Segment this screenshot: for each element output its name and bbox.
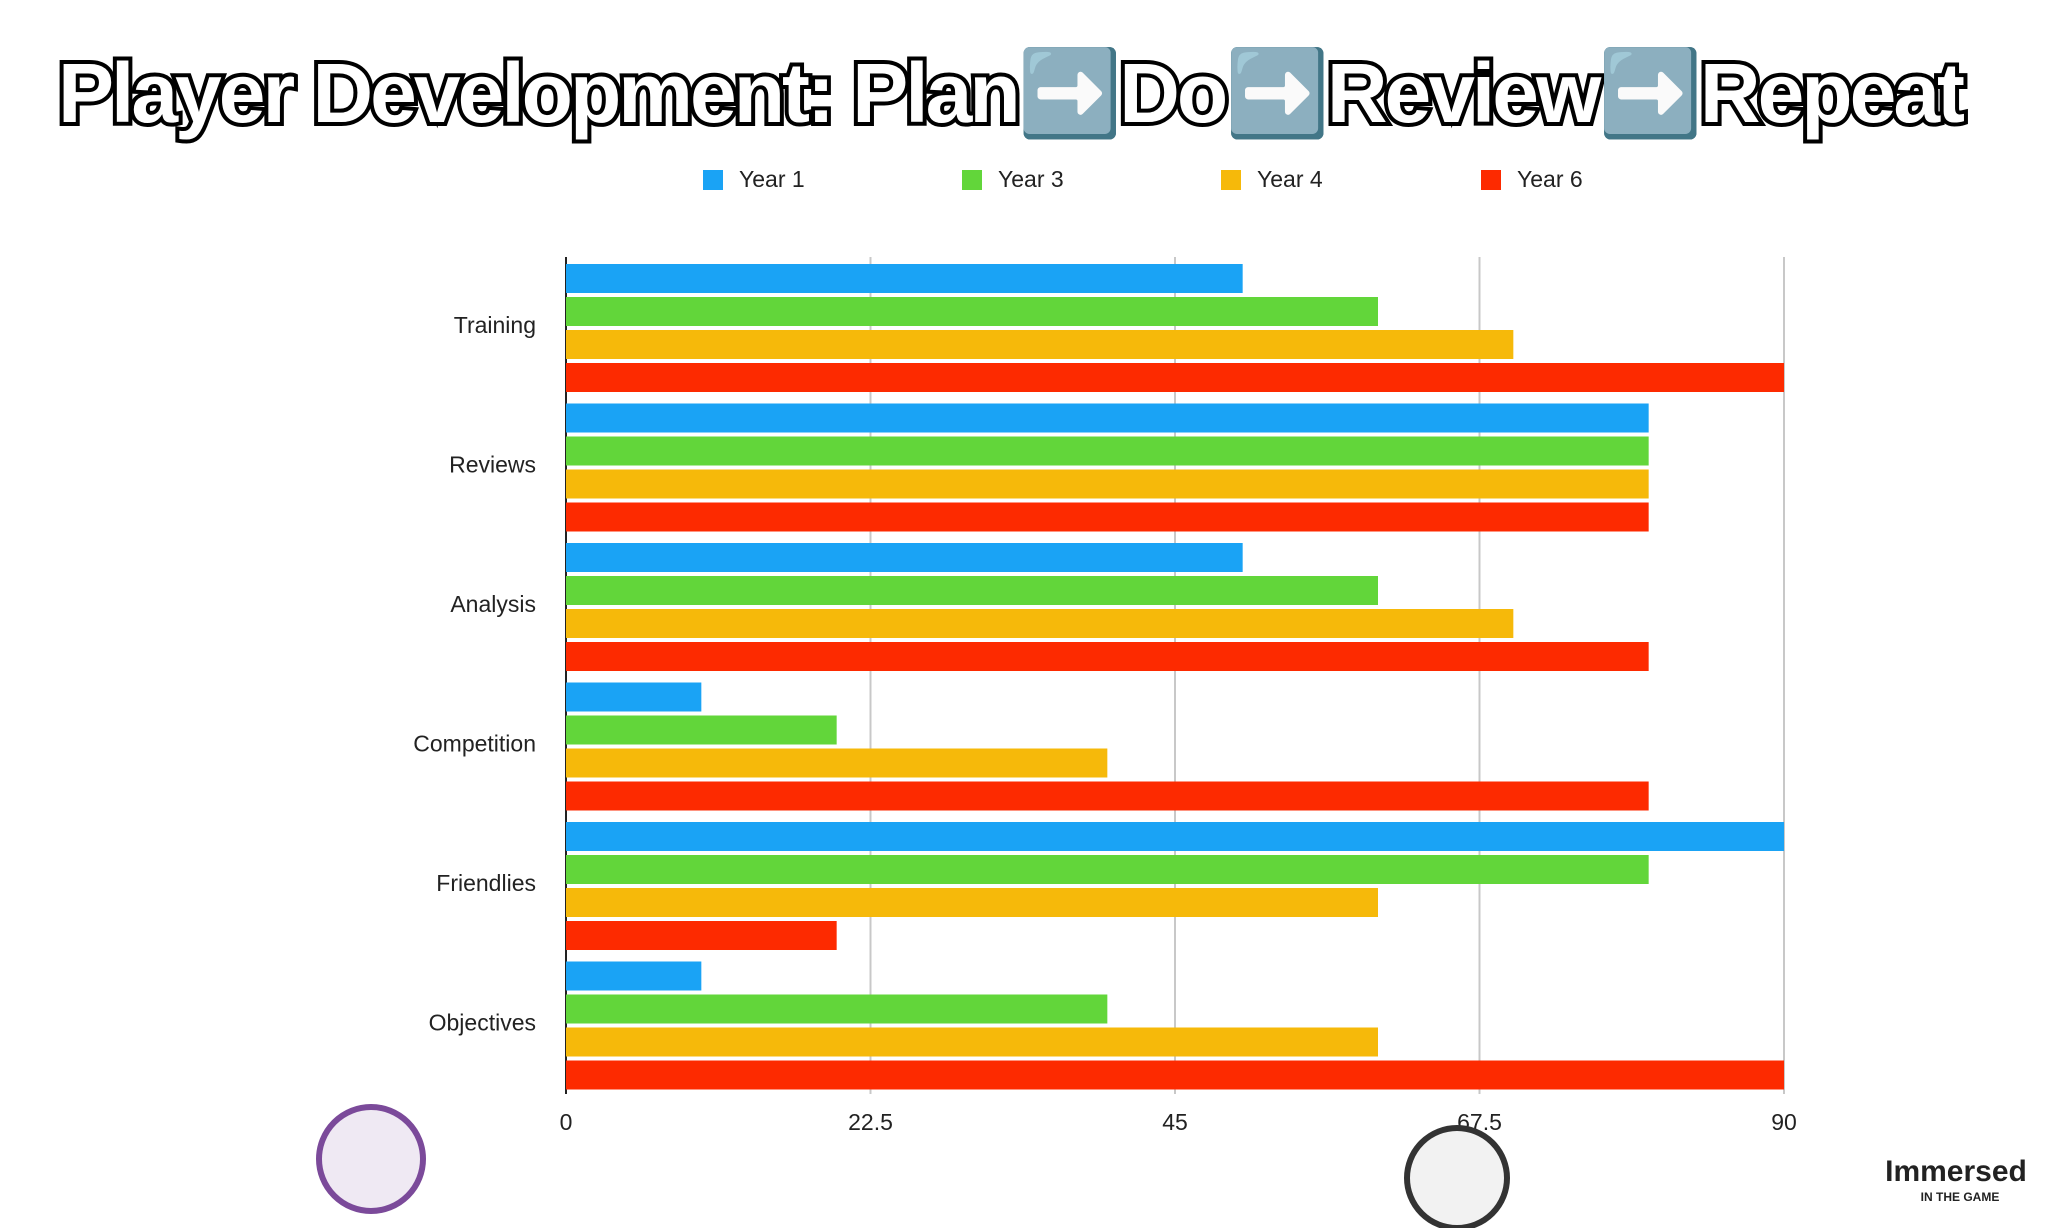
legend-swatch	[1221, 170, 1241, 190]
bar	[566, 363, 1784, 392]
bar	[566, 781, 1649, 811]
bar	[566, 961, 702, 991]
bar	[566, 921, 837, 950]
bar	[566, 403, 1649, 433]
bar	[566, 543, 1243, 572]
ball-right	[1404, 1125, 1510, 1228]
y-tick-label: Reviews	[449, 451, 536, 477]
bar	[566, 822, 1784, 851]
bar	[566, 469, 1649, 499]
x-tick-label: 0	[560, 1109, 573, 1135]
bar	[566, 1060, 1784, 1090]
bar	[566, 888, 1378, 917]
ball-left	[316, 1104, 426, 1214]
bar	[566, 642, 1649, 671]
legend-swatch	[962, 170, 982, 190]
bar	[566, 994, 1108, 1024]
bar	[566, 855, 1649, 884]
bar	[566, 330, 1514, 359]
legend-label: Year 3	[998, 166, 1064, 192]
y-tick-label: Analysis	[450, 591, 536, 617]
bar	[566, 715, 837, 745]
legend-swatch	[703, 170, 723, 190]
bar	[566, 682, 702, 712]
x-tick-label: 22.5	[848, 1109, 893, 1135]
logo-tagline: IN THE GAME	[1921, 1190, 2000, 1204]
logo-name: Immersed	[1885, 1155, 2027, 1188]
bar	[566, 436, 1649, 466]
x-tick-label: 90	[1771, 1109, 1797, 1135]
bar	[566, 748, 1108, 778]
bar	[566, 576, 1378, 605]
bar	[566, 264, 1243, 293]
bar	[566, 502, 1649, 532]
legend-label: Year 1	[739, 166, 805, 192]
y-tick-label: Friendlies	[436, 870, 536, 896]
y-tick-label: Objectives	[429, 1009, 536, 1035]
bar	[566, 297, 1378, 326]
legend-label: Year 6	[1517, 166, 1583, 192]
x-tick-label: 45	[1162, 1109, 1188, 1135]
legend-label: Year 4	[1257, 166, 1323, 192]
bar	[566, 1027, 1378, 1057]
y-tick-label: Training	[454, 312, 536, 338]
bar	[566, 609, 1514, 638]
y-tick-label: Competition	[413, 730, 536, 756]
legend-swatch	[1481, 170, 1501, 190]
chart-title: Player Development: Plan➡️Do➡️Review➡️Re…	[58, 45, 1964, 141]
